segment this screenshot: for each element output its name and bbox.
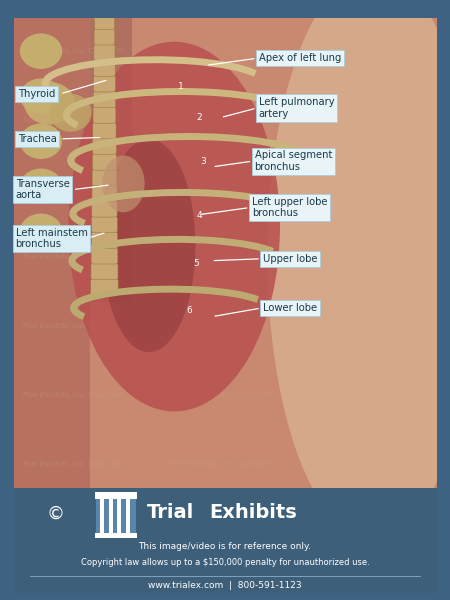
FancyBboxPatch shape	[93, 138, 116, 155]
FancyBboxPatch shape	[93, 91, 116, 107]
Bar	[109, 499, 113, 533]
Text: Trial Exhibits, Inc. Copyright,: Trial Exhibits, Inc. Copyright,	[22, 48, 126, 54]
FancyBboxPatch shape	[92, 200, 117, 217]
Text: 3: 3	[200, 157, 206, 166]
FancyBboxPatch shape	[94, 28, 115, 45]
Bar	[95, 533, 137, 538]
FancyBboxPatch shape	[94, 13, 115, 29]
Text: This image/video is for reference only.: This image/video is for reference only.	[139, 542, 311, 551]
Text: Trial: Trial	[147, 503, 194, 523]
Text: Trial Exhibits, Inc. Copyright,: Trial Exhibits, Inc. Copyright,	[318, 323, 422, 329]
Text: Trial Exhibits, Inc. Copyright,: Trial Exhibits, Inc. Copyright,	[22, 185, 126, 191]
Text: Trial Exhibits, Inc. Copyright,: Trial Exhibits, Inc. Copyright,	[318, 392, 422, 398]
Text: Lower lobe: Lower lobe	[263, 303, 317, 313]
Text: Left mainstem
bronchus: Left mainstem bronchus	[16, 227, 87, 249]
Text: Trachea: Trachea	[18, 134, 57, 144]
Text: Upper lobe: Upper lobe	[263, 254, 318, 264]
Ellipse shape	[102, 155, 144, 212]
Text: Trial Exhibits, Inc. Copyright,: Trial Exhibits, Inc. Copyright,	[22, 117, 126, 123]
FancyBboxPatch shape	[91, 263, 118, 280]
FancyBboxPatch shape	[96, 492, 136, 538]
Bar	[14, 18, 90, 492]
Ellipse shape	[24, 82, 75, 125]
Text: Left pulmonary
artery: Left pulmonary artery	[259, 97, 334, 119]
Text: Trial Exhibits, Inc. Copyright,: Trial Exhibits, Inc. Copyright,	[170, 48, 274, 54]
Text: Trial Exhibits, Inc. Copyright,: Trial Exhibits, Inc. Copyright,	[318, 254, 422, 260]
Bar	[90, 0, 132, 302]
Bar	[126, 499, 130, 533]
Text: Apex of left lung: Apex of left lung	[259, 53, 341, 63]
Ellipse shape	[20, 79, 62, 114]
Bar	[117, 499, 122, 533]
Text: Trial Exhibits, Inc. Copyright,: Trial Exhibits, Inc. Copyright,	[22, 392, 126, 398]
Text: Apical segment
bronchus: Apical segment bronchus	[255, 151, 332, 172]
Text: Trial Exhibits, Inc. Copyright,: Trial Exhibits, Inc. Copyright,	[318, 461, 422, 467]
Text: Trial Exhibits, Inc. Copyright,: Trial Exhibits, Inc. Copyright,	[170, 323, 274, 329]
Text: Left upper lobe
bronchus: Left upper lobe bronchus	[252, 197, 327, 218]
Text: Trial Exhibits, Inc. Copyright,: Trial Exhibits, Inc. Copyright,	[22, 461, 126, 467]
Text: Trial Exhibits, Inc. Copyright,: Trial Exhibits, Inc. Copyright,	[170, 117, 274, 123]
FancyBboxPatch shape	[92, 185, 117, 202]
Text: Trial Exhibits, Inc. Copyright,: Trial Exhibits, Inc. Copyright,	[170, 392, 274, 398]
Text: Copyright law allows up to a $150,000 penalty for unauthorized use.: Copyright law allows up to a $150,000 pe…	[81, 558, 369, 567]
Ellipse shape	[50, 94, 92, 132]
FancyBboxPatch shape	[92, 154, 117, 170]
Text: Trial Exhibits, Inc. Copyright,: Trial Exhibits, Inc. Copyright,	[22, 254, 126, 260]
Text: 2: 2	[197, 113, 202, 122]
FancyBboxPatch shape	[93, 107, 116, 123]
Bar	[95, 492, 137, 499]
Text: Trial Exhibits, Inc. Copyright,: Trial Exhibits, Inc. Copyright,	[170, 254, 274, 260]
Text: 6: 6	[186, 307, 192, 316]
Text: Exhibits: Exhibits	[209, 503, 297, 523]
FancyBboxPatch shape	[91, 247, 118, 264]
FancyBboxPatch shape	[91, 232, 117, 248]
Text: www.trialex.com  |  800-591-1123: www.trialex.com | 800-591-1123	[148, 581, 302, 590]
FancyBboxPatch shape	[94, 76, 116, 92]
Text: Trial Exhibits, Inc. Copyright,: Trial Exhibits, Inc. Copyright,	[170, 185, 274, 191]
Text: Trial Exhibits, Inc. Copyright,: Trial Exhibits, Inc. Copyright,	[170, 461, 274, 467]
Text: 5: 5	[194, 259, 199, 268]
Bar	[100, 499, 104, 533]
FancyBboxPatch shape	[94, 44, 115, 61]
FancyBboxPatch shape	[91, 278, 118, 295]
Ellipse shape	[20, 169, 62, 204]
Text: Trial Exhibits, Inc. Copyright,: Trial Exhibits, Inc. Copyright,	[318, 48, 422, 54]
Text: ©: ©	[47, 505, 65, 523]
Text: Trial Exhibits, Inc. Copyright,: Trial Exhibits, Inc. Copyright,	[318, 185, 422, 191]
Text: 4: 4	[197, 211, 202, 220]
FancyBboxPatch shape	[92, 169, 117, 186]
Text: Transverse
aorta: Transverse aorta	[16, 179, 69, 200]
Text: Thyroid: Thyroid	[18, 89, 55, 99]
Text: Trial Exhibits, Inc. Copyright,: Trial Exhibits, Inc. Copyright,	[22, 323, 126, 329]
Ellipse shape	[68, 42, 280, 412]
Text: Trial Exhibits, Inc. Copyright,: Trial Exhibits, Inc. Copyright,	[318, 117, 422, 123]
FancyBboxPatch shape	[94, 60, 115, 76]
FancyBboxPatch shape	[93, 122, 116, 139]
Ellipse shape	[20, 214, 62, 249]
Ellipse shape	[102, 139, 195, 352]
Text: 1: 1	[178, 82, 184, 91]
FancyBboxPatch shape	[91, 216, 117, 233]
Ellipse shape	[20, 124, 62, 159]
Ellipse shape	[267, 0, 450, 539]
Ellipse shape	[20, 34, 62, 69]
